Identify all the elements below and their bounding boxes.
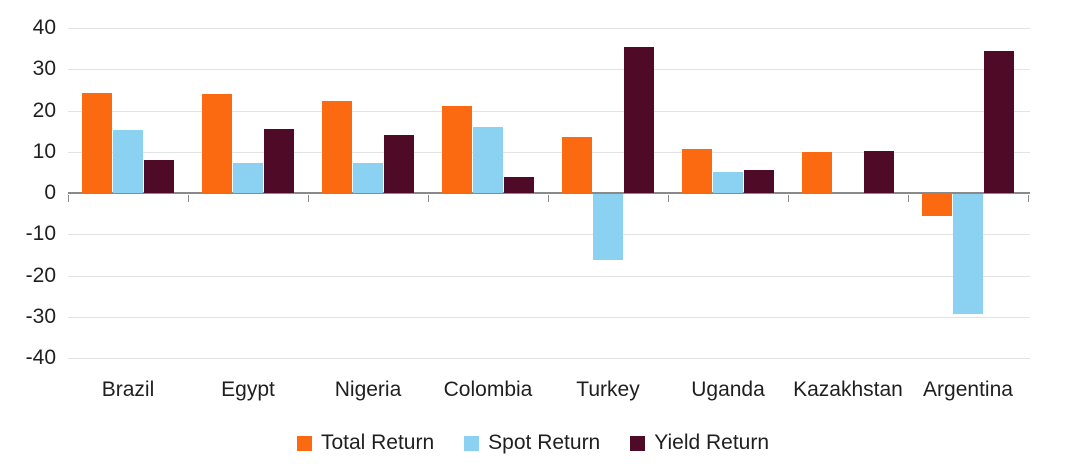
y-axis-tick-label-20: 20: [32, 98, 56, 122]
bar-kazakhstan-total-return: [801, 151, 832, 193]
bar-egypt-yield-return: [263, 128, 294, 193]
x-axis-category-label-turkey: Turkey: [576, 378, 640, 401]
bar-colombia-spot-return: [472, 126, 503, 193]
gridline--20: [68, 275, 1030, 277]
bar-nigeria-yield-return: [383, 135, 414, 193]
gridline-10: [68, 151, 1030, 153]
legend-swatch-icon: [630, 435, 646, 451]
y-axis-tick-label--40: -40: [25, 346, 56, 369]
bar-egypt-total-return: [201, 94, 232, 193]
x-axis-tick: [1028, 195, 1029, 202]
legend-swatch-icon: [464, 435, 480, 451]
bar-uganda-total-return: [681, 148, 712, 193]
bar-argentina-yield-return: [983, 50, 1014, 193]
x-axis-category-label-colombia: Colombia: [443, 378, 533, 401]
x-axis-category-label-egypt: Egypt: [221, 378, 275, 401]
bar-uganda-spot-return: [712, 171, 743, 193]
y-axis-tick-label-10: 10: [32, 139, 56, 163]
bar-brazil-total-return: [81, 92, 112, 193]
legend-item-spot-return: Spot Return: [464, 431, 600, 455]
bar-egypt-spot-return: [232, 162, 263, 193]
x-axis-category-label-uganda: Uganda: [691, 378, 765, 401]
legend-item-total-return: Total Return: [296, 431, 435, 455]
bar-brazil-spot-return: [112, 129, 143, 193]
x-axis-category-label-argentina: Argentina: [923, 378, 1013, 401]
x-axis-category-label-nigeria: Nigeria: [334, 378, 402, 401]
x-axis-tick: [668, 195, 669, 202]
y-axis-tick-label-40: 40: [32, 16, 56, 39]
bar-colombia-total-return: [441, 106, 472, 193]
y-axis-tick-label--20: -20: [25, 263, 56, 287]
chart-legend: Total Return Spot Return Yield Return: [0, 431, 1066, 455]
x-axis-tick: [68, 195, 69, 202]
gridline-20: [68, 110, 1030, 112]
bar-argentina-spot-return: [952, 194, 983, 314]
x-axis-tick: [188, 195, 189, 202]
legend-label: Total Return: [320, 431, 435, 454]
legend-label: Spot Return: [488, 431, 601, 454]
gridline-40: [68, 28, 1030, 29]
bar-kazakhstan-yield-return: [863, 150, 894, 193]
gridline--30: [68, 316, 1030, 318]
bar-turkey-yield-return: [623, 47, 654, 193]
legend-swatch-icon: [296, 435, 312, 451]
x-axis-category-label-kazakhstan: Kazakhstan: [793, 378, 903, 401]
bar-colombia-yield-return: [503, 176, 534, 193]
bar-turkey-spot-return: [592, 194, 623, 260]
x-axis-tick: [428, 195, 429, 202]
gridline--10: [68, 234, 1030, 236]
x-axis-tick: [908, 195, 909, 202]
bar-nigeria-total-return: [321, 101, 352, 193]
bar-nigeria-spot-return: [352, 162, 383, 193]
y-axis-tick-label--30: -30: [25, 304, 56, 328]
y-axis-tick-label--10: -10: [25, 222, 56, 246]
x-axis-category-label-brazil: Brazil: [101, 378, 155, 401]
bar-brazil-yield-return: [143, 160, 174, 193]
x-axis-tick: [308, 195, 309, 202]
legend-item-yield-return: Yield Return: [630, 431, 769, 455]
legend-label: Yield Return: [654, 431, 770, 454]
gridline--40: [68, 358, 1030, 359]
x-axis-tick: [788, 195, 789, 202]
x-axis-zero-line: [68, 192, 1030, 194]
y-axis-tick-label-0: 0: [44, 181, 56, 204]
x-axis-tick: [548, 195, 549, 202]
gridline-30: [68, 69, 1030, 71]
bar-argentina-total-return: [921, 194, 952, 216]
y-axis-tick-label-30: 30: [32, 57, 56, 81]
bar-turkey-total-return: [561, 137, 592, 193]
bar-uganda-yield-return: [743, 170, 774, 193]
